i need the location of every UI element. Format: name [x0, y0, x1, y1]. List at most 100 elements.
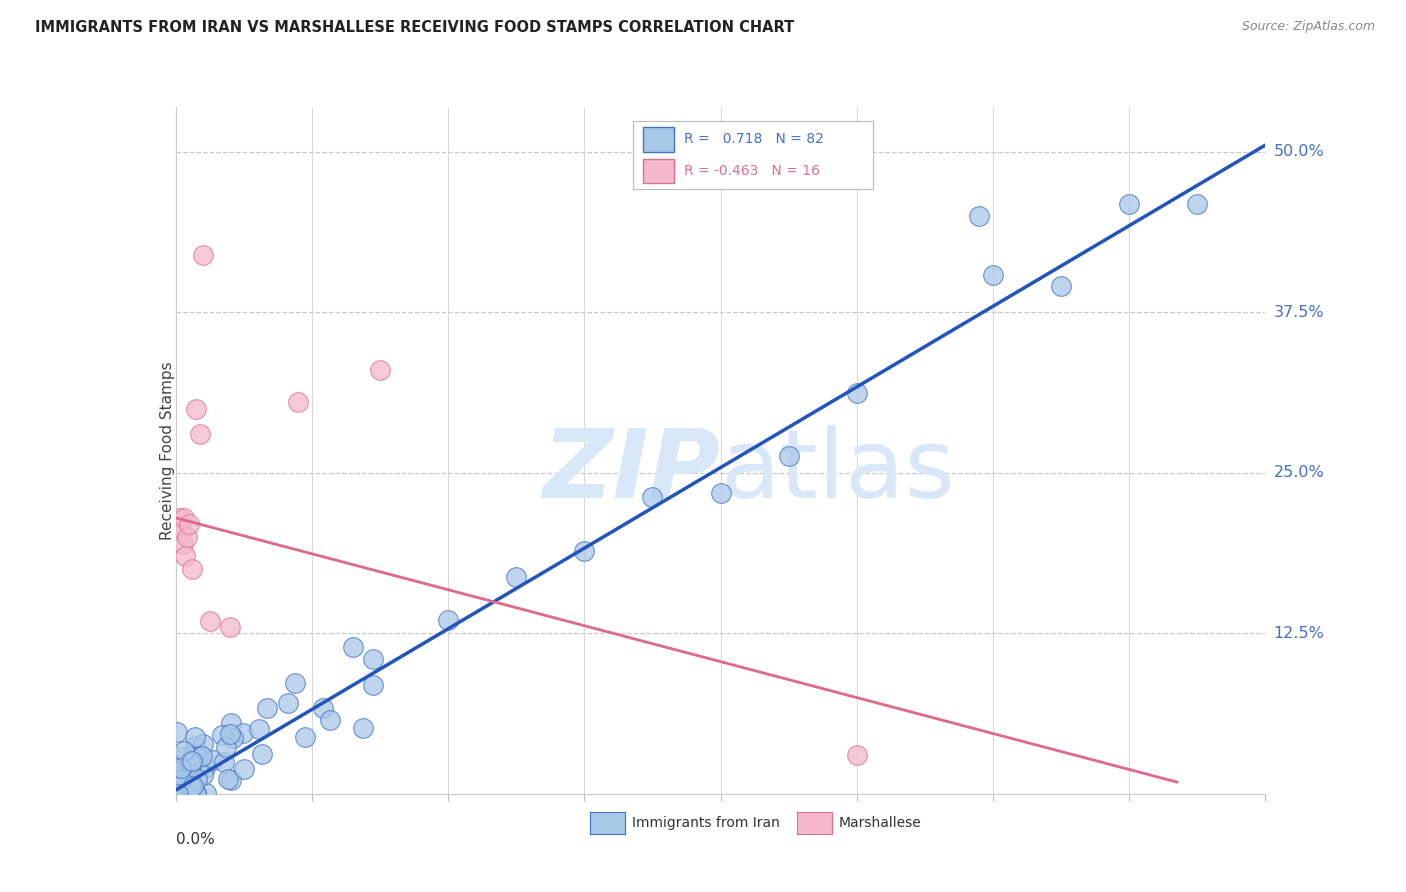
Point [173, 776, 195, 790]
Point [778, 449, 800, 463]
Text: 12.5%: 12.5% [1274, 626, 1324, 641]
Text: Immigrants from Iran: Immigrants from Iran [633, 816, 780, 830]
Point [170, 787, 193, 801]
Point [191, 768, 214, 782]
Bar [643, 127, 673, 152]
Text: Source: ZipAtlas.com: Source: ZipAtlas.com [1241, 20, 1375, 33]
Point [172, 536, 194, 550]
Bar [643, 159, 673, 183]
Text: 50.0%: 50.0% [1274, 145, 1324, 160]
Point [181, 562, 204, 576]
Point [173, 744, 195, 758]
Point [170, 750, 193, 764]
Point [180, 757, 202, 772]
Text: IMMIGRANTS FROM IRAN VS MARSHALLESE RECEIVING FOOD STAMPS CORRELATION CHART: IMMIGRANTS FROM IRAN VS MARSHALLESE RECE… [35, 20, 794, 35]
Point [352, 722, 374, 736]
Point [169, 773, 191, 788]
Point [181, 747, 204, 762]
Point [361, 678, 384, 692]
Point [170, 761, 193, 775]
Point [201, 753, 224, 767]
Point [167, 787, 190, 801]
Point [198, 614, 221, 628]
Point [232, 725, 254, 739]
Text: R = -0.463   N = 16: R = -0.463 N = 16 [683, 164, 820, 178]
Point [191, 248, 214, 262]
Point [219, 773, 242, 788]
Point [177, 764, 200, 779]
Point [169, 511, 191, 525]
Point [574, 544, 596, 558]
Point [233, 762, 256, 776]
Point [363, 652, 385, 666]
Point [221, 716, 243, 731]
Point [845, 386, 868, 401]
Point [277, 696, 299, 710]
Point [190, 750, 212, 764]
Point [294, 730, 316, 744]
Point [219, 620, 242, 634]
Point [190, 748, 212, 763]
Point [193, 737, 215, 751]
Point [179, 517, 201, 532]
Point [173, 772, 195, 786]
Text: R =   0.718   N = 82: R = 0.718 N = 82 [683, 132, 824, 146]
Point [176, 787, 198, 801]
Text: Marshallese: Marshallese [839, 816, 922, 830]
Point [167, 765, 190, 780]
Text: 25.0%: 25.0% [1274, 466, 1324, 481]
Point [173, 758, 195, 772]
Point [505, 570, 527, 584]
Point [176, 771, 198, 785]
Point [172, 787, 194, 801]
Point [176, 530, 198, 544]
Point [184, 787, 207, 801]
Text: 37.5%: 37.5% [1274, 305, 1324, 320]
Point [1050, 279, 1073, 293]
Point [219, 727, 242, 741]
Point [981, 268, 1004, 282]
Point [194, 787, 217, 801]
Point [250, 747, 273, 761]
Point [1187, 196, 1209, 211]
Point [284, 676, 307, 690]
Text: atlas: atlas [721, 425, 956, 517]
Point [177, 755, 200, 769]
Point [217, 772, 239, 786]
Point [170, 772, 193, 787]
Point [188, 427, 211, 442]
Point [437, 613, 460, 627]
Point [211, 728, 233, 742]
Point [368, 363, 391, 377]
Point [969, 209, 991, 223]
Point [179, 772, 201, 786]
Point [845, 748, 868, 763]
Point [170, 783, 193, 797]
Point [170, 524, 193, 538]
Text: 0.0%: 0.0% [176, 831, 215, 847]
Point [222, 731, 245, 745]
Point [287, 395, 309, 409]
Point [342, 640, 364, 654]
Point [166, 787, 188, 801]
Point [215, 739, 238, 754]
Point [167, 787, 190, 801]
Point [194, 761, 217, 775]
Y-axis label: Receiving Food Stamps: Receiving Food Stamps [160, 361, 174, 540]
Point [173, 511, 195, 525]
Point [184, 730, 207, 744]
Point [181, 754, 204, 768]
Point [641, 490, 664, 504]
Point [173, 787, 195, 801]
Point [1118, 197, 1140, 211]
Point [319, 713, 342, 727]
Point [166, 725, 188, 739]
Point [173, 787, 195, 801]
Point [177, 784, 200, 798]
Point [187, 749, 209, 764]
Point [174, 549, 197, 564]
Point [184, 786, 207, 800]
Point [180, 780, 202, 794]
Point [256, 700, 278, 714]
Point [186, 401, 208, 416]
